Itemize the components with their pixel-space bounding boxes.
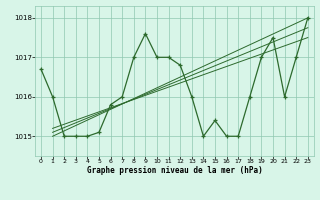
X-axis label: Graphe pression niveau de la mer (hPa): Graphe pression niveau de la mer (hPa) bbox=[86, 166, 262, 175]
